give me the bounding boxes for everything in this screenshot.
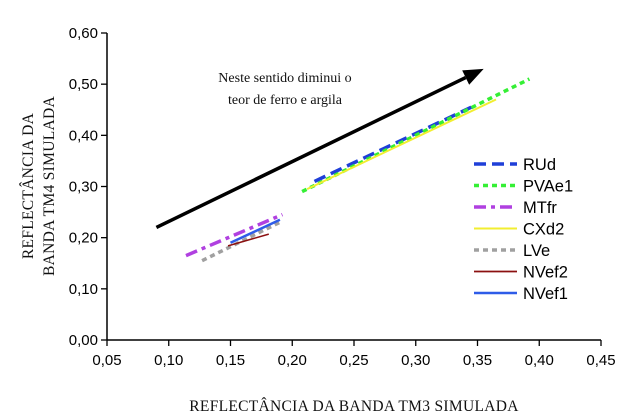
legend-label-pvae1: PVAe1	[523, 178, 573, 196]
series-line-mtfr	[185, 212, 284, 258]
x-tick-label: 0,15	[216, 352, 245, 369]
x-tick-label: 0,20	[278, 352, 307, 369]
legend-label-lve: LVe	[523, 242, 550, 260]
x-tick-label: 0,40	[525, 352, 554, 369]
legend-label-mtfr: MTfr	[523, 199, 557, 217]
y-axis-label-line: BANDA TM4 SIMULADA	[41, 96, 58, 276]
annotation: Neste sentido diminui o teor de ferro e a…	[155, 68, 484, 230]
x-tick-label: 0,25	[339, 352, 368, 369]
y-tick-label: 0,50	[69, 76, 98, 93]
series-line-nvef1	[229, 218, 281, 244]
x-tick-label: 0,05	[92, 352, 121, 369]
y-tick-label: 0,10	[69, 281, 98, 298]
series-line-pvae1	[301, 77, 531, 194]
y-axis-label: REFLECTÂNCIA DA BANDA TM4 SIMULADA	[20, 96, 58, 276]
x-tick-label: 0,30	[401, 352, 430, 369]
legend-label-nvef1: NVef1	[523, 285, 568, 303]
series-line-cxd2	[306, 98, 497, 191]
ticks: 0,05 0,10 0,15 0,20 0,25 0,30 0,35 0,40 0,45 0,00…	[69, 25, 616, 369]
series-line-nvef2	[227, 233, 270, 247]
arrow-head	[462, 68, 484, 85]
series-line-rud	[313, 105, 473, 183]
y-tick-label: 0,30	[69, 179, 98, 196]
x-tick-label: 0,10	[154, 352, 183, 369]
y-axis-label-line: REFLECTÂNCIA DA	[20, 112, 37, 259]
x-axis-label: REFLECTÂNCIA DA BANDA TM3 SIMULADA	[189, 398, 519, 415]
legend: RUd PVAe1 MTfr CXd2 LVe NVef2 NVef1	[474, 156, 573, 303]
annotation-text: Neste sentido diminui o	[218, 71, 351, 86]
legend-label-cxd2: CXd2	[523, 221, 564, 239]
annotation-text: teor de ferro e argila	[228, 93, 343, 108]
y-tick-label: 0,20	[69, 230, 98, 247]
legend-label-nvef2: NVef2	[523, 264, 568, 282]
arrow-shaft	[155, 75, 467, 230]
y-tick-label: 0,40	[69, 127, 98, 144]
x-tick-label: 0,45	[586, 352, 615, 369]
y-tick-label: 0,00	[69, 332, 98, 349]
series-lines	[185, 77, 531, 263]
series-line-lve	[201, 220, 281, 263]
x-tick-label: 0,35	[463, 352, 492, 369]
legend-label-rud: RUd	[523, 156, 556, 174]
y-tick-label: 0,60	[69, 25, 98, 42]
